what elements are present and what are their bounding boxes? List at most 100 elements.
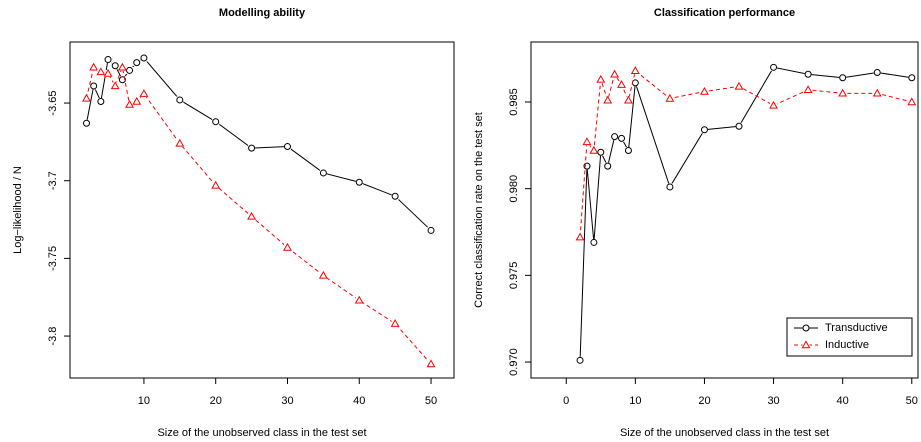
series-line (579, 69, 912, 238)
marker-bg (355, 178, 363, 186)
chart-title: Classification performance (654, 7, 795, 19)
marker-bg (90, 63, 98, 71)
point (770, 63, 778, 71)
y-tick-label: 0.985 (508, 88, 520, 116)
marker-bg (583, 162, 591, 170)
marker-bg (618, 81, 626, 89)
marker-bg (839, 74, 847, 82)
point (624, 147, 632, 155)
point (248, 144, 256, 152)
marker-bg (604, 96, 612, 104)
y-tick-label: 0.970 (508, 348, 520, 376)
point (804, 70, 812, 78)
point (597, 148, 605, 156)
x-tick-label: 20 (698, 395, 710, 407)
point (283, 143, 291, 151)
marker-bg (590, 238, 598, 246)
point (803, 85, 813, 94)
marker-bg (111, 62, 119, 70)
marker-bg (104, 56, 112, 64)
marker-bg (700, 126, 708, 134)
plot-box (69, 41, 455, 379)
point (604, 162, 612, 170)
series-line (86, 57, 432, 231)
marker-bg (611, 70, 619, 78)
legend-label: Transductive (825, 322, 888, 334)
point (873, 69, 881, 77)
point (89, 62, 99, 71)
point (83, 119, 91, 127)
point (82, 93, 91, 102)
point (90, 82, 98, 90)
point (117, 62, 127, 71)
marker-bg (597, 148, 605, 156)
legend-marker (801, 340, 811, 349)
point (700, 126, 708, 134)
marker-bg (212, 118, 220, 126)
point (133, 59, 141, 67)
marker-bg (391, 192, 399, 200)
marker-bg (735, 122, 743, 130)
y-tick-label: -3.8 (47, 327, 59, 346)
marker-bg (631, 79, 639, 87)
point (583, 162, 591, 170)
x-tick-label: 20 (210, 395, 222, 407)
marker-bg (118, 63, 126, 71)
x-tick-label: 40 (353, 395, 365, 407)
point (391, 192, 399, 200)
point (576, 356, 584, 364)
x-tick-label: 10 (629, 395, 641, 407)
x-axis-label: Size of the unobserved class in the test… (620, 427, 829, 439)
marker-bg (597, 75, 605, 83)
point (175, 138, 185, 147)
marker-bg (248, 144, 256, 152)
point (176, 96, 184, 104)
marker-bg (802, 324, 810, 332)
marker-bg (666, 95, 674, 103)
point (769, 100, 779, 109)
legend-box (786, 317, 913, 357)
point (603, 95, 613, 104)
point (103, 68, 113, 77)
marker-bg (319, 271, 327, 279)
point (110, 81, 120, 90)
x-axis-label: Size of the unobserved class in the test… (157, 427, 366, 439)
x-tick-label: 30 (281, 395, 293, 407)
marker-bg (140, 90, 148, 98)
point (630, 66, 640, 74)
marker-bg (804, 70, 812, 78)
y-tick-label: 0.975 (508, 262, 520, 290)
point (111, 62, 119, 70)
marker-bg (666, 183, 674, 191)
point (735, 122, 743, 130)
marker-bg (873, 89, 881, 97)
x-tick-label: 50 (425, 395, 437, 407)
marker-bg (283, 244, 291, 252)
y-tick-label: -3.7 (47, 171, 59, 190)
x-tick-label: 30 (767, 395, 779, 407)
point (318, 270, 328, 279)
point (589, 145, 599, 154)
marker-bg (111, 82, 119, 90)
point (699, 86, 709, 95)
marker-bg (735, 82, 743, 90)
point (908, 74, 916, 82)
marker-bg (604, 162, 612, 170)
point (212, 118, 220, 126)
marker-bg (873, 69, 881, 77)
marker-bg (176, 139, 184, 147)
marker-bg (611, 133, 619, 141)
x-tick-label: 10 (138, 395, 150, 407)
marker-bg (908, 74, 916, 82)
marker-bg (804, 86, 812, 94)
point (575, 232, 585, 241)
point (623, 95, 633, 104)
marker-bg (576, 356, 584, 364)
marker-bg (427, 226, 435, 234)
marker-bg (319, 169, 327, 177)
y-axis-label: Correct classification rate on the test … (473, 112, 485, 308)
marker-bg (770, 101, 778, 109)
marker-bg (283, 143, 291, 151)
marker-bg (355, 296, 363, 304)
point (96, 67, 106, 76)
